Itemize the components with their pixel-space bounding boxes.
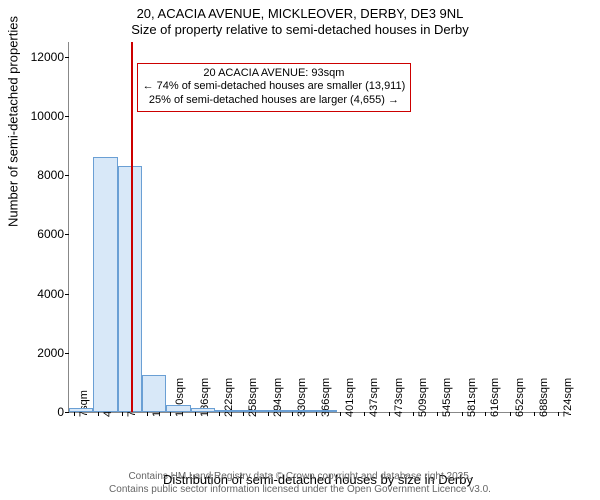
- x-tick-label: 437sqm: [368, 378, 380, 417]
- x-tick-mark: [219, 412, 220, 416]
- histogram-bar: [288, 410, 312, 412]
- chart-title-line1: 20, ACACIA AVENUE, MICKLEOVER, DERBY, DE…: [0, 6, 600, 21]
- y-tick-mark: [65, 234, 69, 235]
- histogram-bar: [215, 410, 239, 412]
- x-tick-label: 7sqm: [78, 390, 90, 417]
- footer-line1: Contains HM Land Registry data © Crown c…: [128, 471, 471, 482]
- histogram-bar: [264, 410, 288, 412]
- chart-title-line2: Size of property relative to semi-detach…: [0, 22, 600, 37]
- y-tick-mark: [65, 353, 69, 354]
- x-tick-label: 401sqm: [344, 378, 356, 417]
- x-tick-mark: [98, 412, 99, 416]
- histogram-bar: [93, 157, 117, 412]
- x-tick-label: 688sqm: [538, 378, 550, 417]
- y-tick-label: 2000: [4, 346, 64, 360]
- x-tick-mark: [340, 412, 341, 416]
- y-tick-mark: [65, 294, 69, 295]
- x-tick-mark: [122, 412, 123, 416]
- plot-region: 0200040006000800010000120007sqm43sqm79sq…: [68, 42, 569, 413]
- y-tick-mark: [65, 116, 69, 117]
- x-tick-mark: [292, 412, 293, 416]
- y-tick-mark: [65, 175, 69, 176]
- footer-attribution: Contains HM Land Registry data © Crown c…: [0, 470, 600, 496]
- reference-line: [131, 42, 133, 412]
- x-tick-mark: [510, 412, 511, 416]
- x-tick-mark: [389, 412, 390, 416]
- histogram-bar: [142, 375, 166, 412]
- annotation-line3: 25% of semi-detached houses are larger (…: [143, 94, 406, 108]
- x-tick-mark: [413, 412, 414, 416]
- x-tick-mark: [170, 412, 171, 416]
- annotation-line2: ← 74% of semi-detached houses are smalle…: [143, 80, 406, 94]
- x-tick-mark: [462, 412, 463, 416]
- x-tick-mark: [195, 412, 196, 416]
- y-tick-mark: [65, 412, 69, 413]
- histogram-bar: [191, 408, 215, 412]
- y-tick-mark: [65, 57, 69, 58]
- x-tick-label: 473sqm: [393, 378, 405, 417]
- x-tick-mark: [364, 412, 365, 416]
- x-tick-mark: [534, 412, 535, 416]
- annotation-box: 20 ACACIA AVENUE: 93sqm← 74% of semi-det…: [137, 63, 412, 112]
- footer-line2: Contains public sector information licen…: [109, 484, 491, 495]
- y-tick-label: 6000: [4, 227, 64, 241]
- x-tick-mark: [74, 412, 75, 416]
- x-tick-mark: [558, 412, 559, 416]
- histogram-bar: [312, 410, 336, 412]
- y-axis-label: Number of semi-detached properties: [6, 16, 21, 227]
- x-tick-mark: [316, 412, 317, 416]
- chart-area: 0200040006000800010000120007sqm43sqm79sq…: [68, 42, 568, 412]
- x-tick-mark: [243, 412, 244, 416]
- x-tick-label: 581sqm: [466, 378, 478, 417]
- histogram-bar: [118, 166, 142, 412]
- x-tick-mark: [437, 412, 438, 416]
- histogram-bar: [69, 408, 93, 412]
- x-tick-mark: [485, 412, 486, 416]
- histogram-bar: [239, 410, 263, 412]
- annotation-line1: 20 ACACIA AVENUE: 93sqm: [143, 67, 406, 81]
- x-tick-label: 616sqm: [489, 378, 501, 417]
- x-tick-label: 724sqm: [562, 378, 574, 417]
- x-tick-label: 545sqm: [441, 378, 453, 417]
- x-tick-mark: [147, 412, 148, 416]
- x-tick-label: 652sqm: [514, 378, 526, 417]
- x-tick-label: 509sqm: [417, 378, 429, 417]
- y-tick-label: 0: [4, 405, 64, 419]
- x-tick-mark: [268, 412, 269, 416]
- histogram-bar: [166, 405, 190, 412]
- y-tick-label: 4000: [4, 287, 64, 301]
